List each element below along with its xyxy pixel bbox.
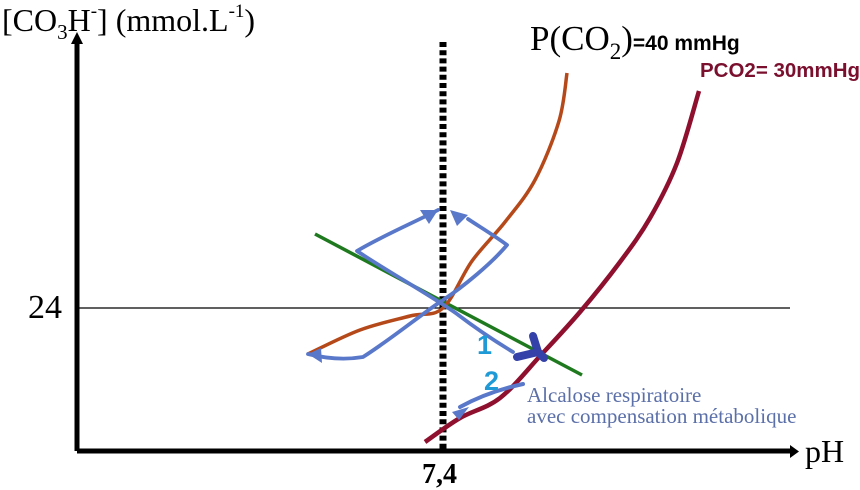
svg-text:24: 24 (28, 289, 62, 326)
svg-text:PCO2= 30mmHg: PCO2= 30mmHg (700, 59, 860, 82)
svg-text:2: 2 (484, 366, 499, 396)
svg-text:P(CO2)=40 mmHg: P(CO2)=40 mmHg (530, 19, 740, 64)
svg-text:1: 1 (477, 330, 492, 360)
svg-text:7,4: 7,4 (422, 459, 457, 490)
svg-text:avec compensation métabolique: avec compensation métabolique (527, 404, 796, 428)
svg-text:pH: pH (805, 433, 844, 469)
svg-text:[CO3H-] (mmol.L-1): [CO3H-] (mmol.L-1) (2, 1, 255, 44)
